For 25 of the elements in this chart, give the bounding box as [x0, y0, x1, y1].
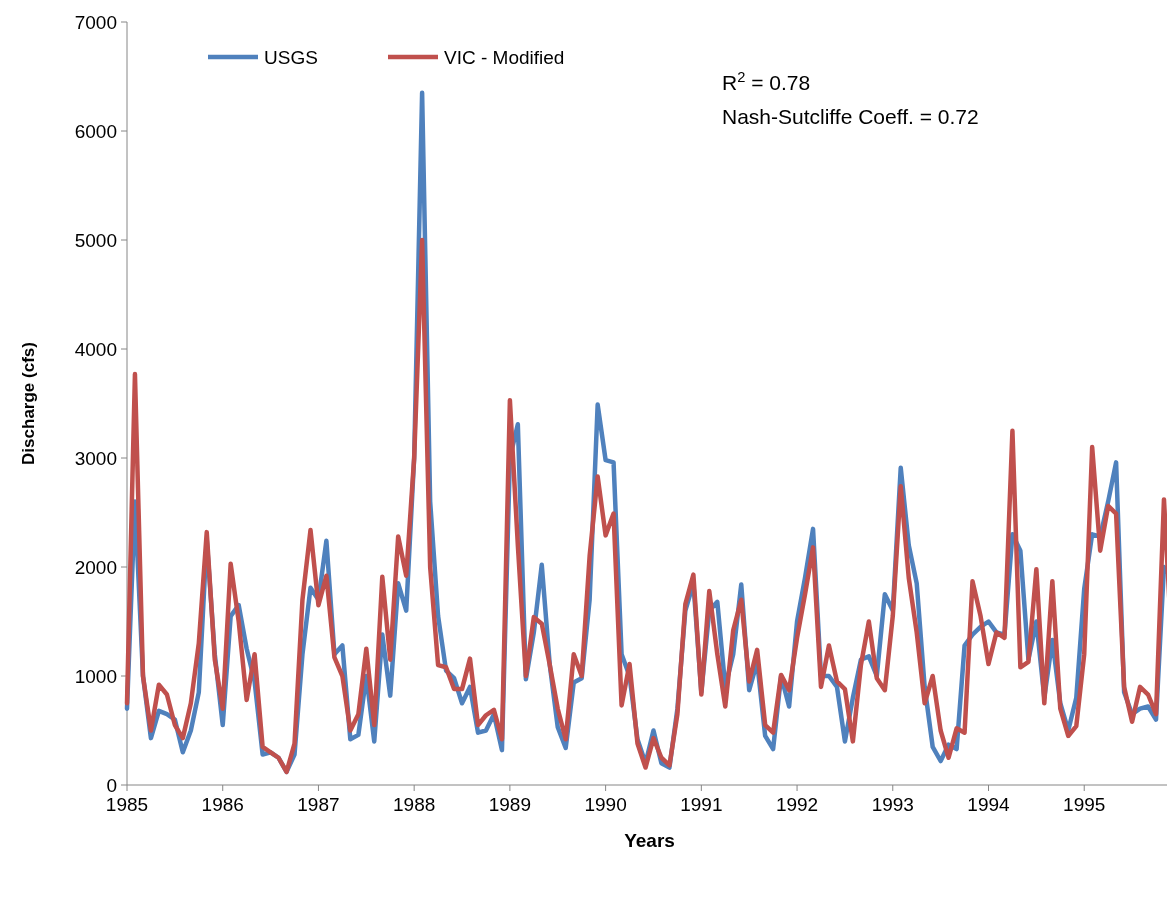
x-tick-label: 1987 [297, 794, 340, 815]
y-tick-label: 3000 [74, 447, 117, 469]
x-tick-label: 1994 [967, 794, 1011, 815]
legend-label: USGS [264, 46, 318, 68]
y-tick-label: 2000 [74, 556, 117, 578]
x-tick-label: 1995 [1063, 794, 1106, 815]
x-axis-title: Years [624, 830, 675, 851]
annotation: R$^{2}$ = 0.78 [722, 69, 811, 94]
y-tick-label: 1000 [74, 665, 117, 687]
y-tick-label: 0 [106, 774, 117, 796]
y-tick-label: 4000 [74, 338, 117, 360]
y-tick-label: 6000 [74, 120, 117, 142]
x-tick-label: 1989 [488, 794, 532, 815]
legend-label: VIC - Modified [444, 46, 565, 68]
x-tick-label: 1988 [393, 794, 436, 815]
x-tick-label: 1992 [775, 794, 819, 815]
x-tick-label: 1991 [680, 794, 723, 815]
x-tick-label: 1990 [584, 794, 627, 815]
x-tick-label: 1986 [201, 794, 244, 815]
y-tick-label: 5000 [74, 229, 117, 251]
x-tick-label: 1993 [871, 794, 914, 815]
y-tick-label: 7000 [74, 11, 117, 33]
annotation: Nash-Sutcliffe Coeff. = 0.72 [722, 105, 979, 128]
x-tick-label: 1985 [105, 794, 149, 815]
y-axis-title: Discharge (cfs) [19, 342, 38, 465]
